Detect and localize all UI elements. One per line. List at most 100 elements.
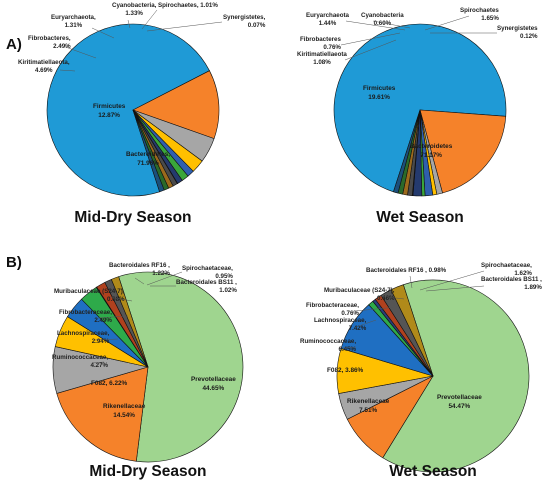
data-label-name-spirochaetes: Spirochaetes — [460, 7, 499, 14]
data-label-name-cyanobacteria: Cyanobacteria, — [112, 2, 157, 9]
data-label-name-firmicutes: Firmicutes — [363, 85, 396, 92]
leader-line-cyanobacteria — [127, 19, 131, 29]
leader-line-fibrobacteraceae — [354, 306, 398, 312]
data-label-value-firmicutes: 19.61% — [368, 94, 390, 101]
chart-title-4: Wet Season — [389, 463, 477, 480]
data-label-name-prevotellaceae: Prevotellaceae — [191, 376, 236, 383]
data-label-value-spirochaetaceae: 0.95% — [215, 273, 233, 280]
data-label-value-bacteroidales-bs11: 1.89% — [524, 284, 542, 291]
data-label-value-ruminococcaceae: 6.45% — [339, 346, 357, 353]
leader-line-spirochaetes — [141, 9, 158, 30]
leader-line-muribaculaceae-s24-7 — [379, 295, 405, 300]
data-label-value-fibrobacteraceae: 0.76% — [341, 310, 359, 317]
data-label-name-kiritimatiellaeota: Kiritimatiellaeota, — [18, 59, 70, 66]
leader-line-bacteroidales-rf16 — [134, 277, 145, 285]
data-label-value-kiritimatiellaeota: 1.08% — [313, 59, 331, 66]
pie-slice-rikenellaceae — [56, 366, 149, 462]
data-label-bacteroidales-rf16: Bacteroidales RF16 , 0.98% — [366, 267, 447, 274]
data-label-name-rikenellaceae: Rikenellaceae — [347, 398, 390, 405]
data-label-value-synergistetes: 0.07% — [248, 22, 266, 29]
leader-line-fibrobacteraceae — [97, 315, 129, 319]
data-label-name-euryarchaeota: Euryarchaeota — [306, 12, 350, 19]
leader-line-spirochaetaceae — [146, 271, 183, 286]
data-label-name-synergistetes: Synergistetes, — [223, 14, 266, 21]
data-label-value-rikenellaceae: 14.54% — [113, 412, 135, 419]
data-label-name-ruminococcaceae: Ruminococcaceae, — [52, 354, 108, 361]
data-label-name-lachnospiraceae: Lachnospiraceae, — [57, 330, 110, 337]
leader-line-ruminococcaceae — [91, 361, 105, 364]
leader-line-bacteroidales-rf16 — [409, 275, 413, 289]
data-label-value-euryarchaeota: 1.44% — [319, 20, 337, 27]
pie-slice-firmicutes — [419, 109, 507, 194]
leader-line-cyanobacteria — [372, 20, 411, 29]
data-label-f082: F082, 6.22% — [91, 380, 128, 387]
data-label-name-synergistetes: Synergistetes — [497, 25, 538, 32]
data-label-name-prevotellaceae: Prevotellaceae — [437, 394, 482, 401]
leader-line-lachnospiraceae — [94, 338, 119, 341]
panel-label-b: B) — [6, 254, 22, 271]
data-label-name-fibrobacteraceae: Fibrobacteraceae, — [59, 309, 112, 316]
data-label-name-fibrobacteres: Fibrobacteres — [300, 36, 341, 43]
charts: Bacteroidetes, 71.96% Firmicutes 12.87% Kiri… — [18, 2, 542, 480]
pie-chart-2: Bacteroidetes 71.17% Firmicutes 19.61% Kirit… — [297, 7, 538, 226]
data-label-name-bacteroidetes: Bacteroidetes — [410, 143, 453, 150]
pie-slice-bacteroidetes — [46, 23, 210, 197]
pie-slice-bacteroidales-bs11 — [390, 284, 434, 377]
data-label-value-fibrobacteres: 0.76% — [323, 44, 341, 51]
leader-line-kiritimatiellaeota — [344, 39, 397, 61]
data-label-value-lachnospiraceae: 2.94% — [92, 338, 110, 345]
leader-line-spirochaetes — [424, 15, 470, 31]
data-label-value-fibrobacteraceae: 2.49% — [94, 317, 112, 324]
data-label-value-kiritimatiellaeota: 4.69% — [35, 67, 53, 74]
chart-title-1: Mid-Dry Season — [74, 209, 191, 226]
pie-chart-3: Prevotellaceae 44.65% Rikenellaceae 14.54% F… — [52, 262, 244, 480]
data-label-name-fibrobacteraceae: Fibrobacteraceae, — [306, 302, 359, 309]
data-label-value-synergistetes: 0.12% — [520, 33, 538, 40]
pie-slice-other-11 — [132, 109, 165, 193]
pie-chart-1: Bacteroidetes, 71.96% Firmicutes 12.87% Kiri… — [18, 2, 266, 226]
data-label-name-rikenellaceae: Rikenellaceae — [103, 403, 146, 410]
data-label-name-spirochaetaceae: Spirochaetaceae, — [182, 265, 233, 272]
data-label-name-bacteroidales-bs11: Bacteroidales BS11 , — [481, 276, 542, 283]
pie-slice-prevotellaceae — [382, 279, 530, 473]
data-label-name-spirochaetaceae: Spirochaetaceae, — [481, 262, 532, 269]
data-label-f082: F082, 3.86% — [327, 367, 364, 374]
data-label-value-prevotellaceae: 54.47% — [449, 403, 471, 410]
data-label-value-muribaculaceae-s24-7: 0.08% — [107, 296, 125, 303]
pie-slice-firmicutes — [132, 70, 220, 140]
data-label-name-bacteroidales-rf16: Bacteroidales RF16 , — [109, 262, 170, 269]
pie-slice-other-11 — [393, 109, 421, 194]
data-label-name-cyanobacteria: Cyanobacteria — [361, 12, 404, 19]
data-label-name-euryarchaeota: Euryarchaeota, — [51, 14, 96, 21]
leader-line-fibrobacteres — [340, 32, 401, 46]
data-label-value-lachnospiraceae: 7.42% — [349, 325, 367, 332]
chart-title-2: Wet Season — [376, 209, 464, 226]
pie-slice-prevotellaceae — [118, 271, 244, 463]
leader-line-euryarchaeota — [91, 27, 115, 39]
data-label-value-muribaculaceae-s24-7: 0.46% — [377, 295, 395, 302]
data-label-value-bacteroidetes: 71.96% — [137, 160, 159, 167]
data-label-name-bacteroidetes: Bacteroidetes, — [126, 151, 170, 158]
data-label-name-firmicutes: Firmicutes — [93, 103, 126, 110]
data-label-value-rikenellaceae: 7.51% — [359, 407, 377, 414]
leader-line-muribaculaceae-s24-7 — [109, 296, 133, 302]
data-label-value-bacteroidales-rf16: 1.22% — [152, 270, 170, 277]
leader-line-synergistetes — [146, 21, 223, 32]
leader-line-bacteroidales-bs11 — [425, 285, 485, 292]
data-label-name-lachnospiraceae: Lachnospiraceae, — [314, 317, 367, 324]
data-label-value-bacteroidetes: 71.17% — [420, 152, 442, 159]
data-label-name-fibrobacteres: Fibrobacteres, — [28, 35, 71, 42]
data-label-value-firmicutes: 12.87% — [98, 112, 120, 119]
data-label-name-kiritimatiellaeota: Kiritimatiellaeota — [297, 51, 347, 58]
data-label-value-ruminococcaceae: 4.27% — [91, 362, 109, 369]
data-label-name-bacteroidales-bs11: Bacteroidales BS11 , — [176, 279, 237, 286]
data-label-name-muribaculaceae-s24-7: Muribaculaceae (S24-7), — [324, 287, 395, 294]
data-label-value-bacteroidales-bs11: 1.02% — [219, 287, 237, 294]
data-label-value-spirochaetes: 1.65% — [481, 15, 499, 22]
leader-line-fibrobacteres — [59, 44, 97, 59]
data-label-value-cyanobacteria: 0.60% — [374, 20, 392, 27]
data-label-name-muribaculaceae-s24-7: Muribaculaceae (S24-7), — [54, 288, 125, 295]
pie-chart-4: Prevotellaceae 54.47% Rikenellaceae 7.51% F0… — [300, 262, 542, 480]
panel-label-a: A) — [6, 36, 22, 53]
